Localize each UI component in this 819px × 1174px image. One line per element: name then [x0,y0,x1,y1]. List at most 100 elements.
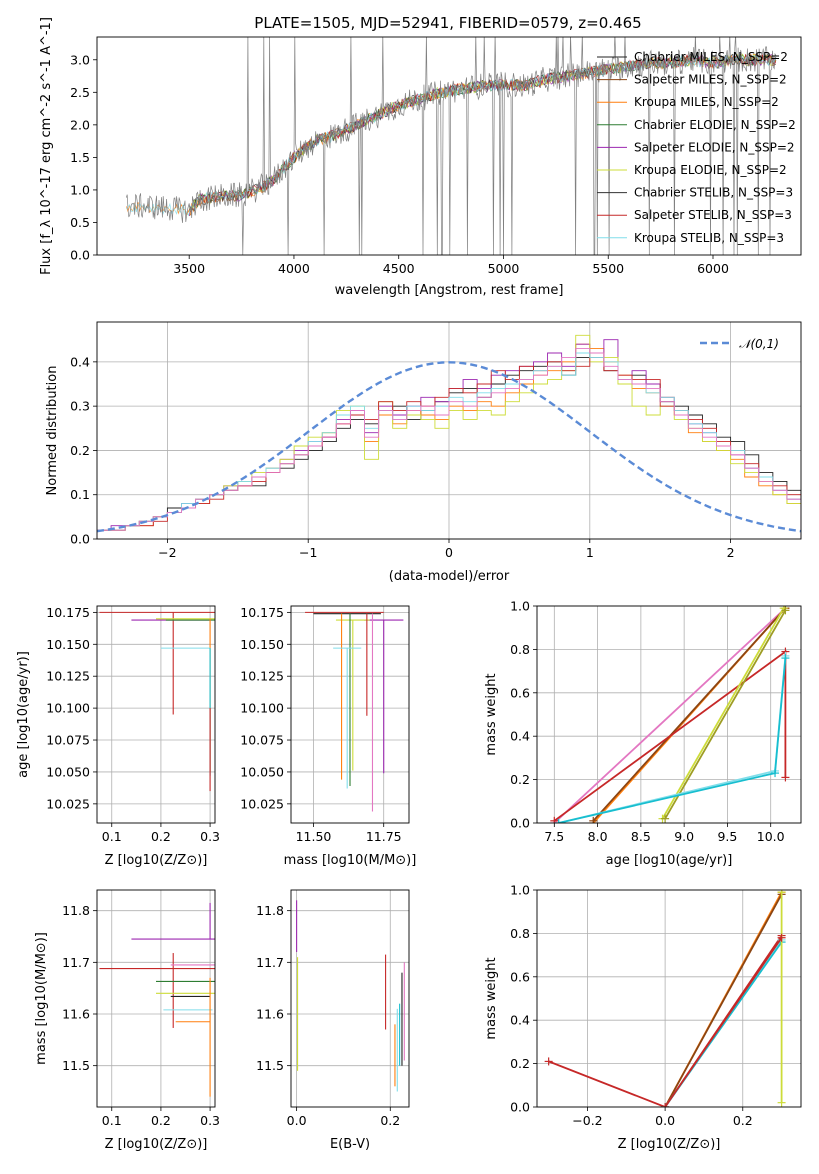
x-axis-label: mass [log10(M/M⊙)] [284,853,417,868]
x-tick-label: 0.0 [287,1113,307,1128]
y-axis-label: mass weight [484,957,499,1039]
x-axis-label: Z [log10(Z/Z⊙)] [105,853,208,868]
x-tick-label: 11.75 [366,829,402,844]
y-tick-label: 10.150 [240,637,284,652]
y-tick-label: 0.2 [510,772,530,787]
x-tick-label: 7.5 [544,829,564,844]
weight-line [661,607,785,820]
legend-entry: Chabrier STELIB, N_SSP=3 [634,186,793,200]
y-tick-label: 1.0 [510,599,530,614]
y-axis-label: Flux [f_λ 10^-17 erg cm^-2 s^-1 A^-1] [39,17,54,275]
legend-entry: Kroupa STELIB, N_SSP=3 [634,231,784,245]
y-tick-label: 0.5 [70,215,90,230]
y-tick-label: 10.075 [46,733,90,748]
y-tick-label: 11.8 [62,903,90,918]
x-tick-label: 0.2 [380,1113,400,1128]
x-tick-label: 11.50 [296,829,332,844]
weight-line [592,607,787,822]
weight-line [558,655,787,823]
y-tick-label: 0.8 [510,926,530,941]
x-axis-label: (data-model)/error [389,569,510,584]
y-axis-label: mass [log10(M/M⊙)] [34,932,49,1065]
y-tick-label: 0.0 [510,1100,530,1115]
x-tick-label: 0.2 [733,1113,753,1128]
y-tick-label: 10.025 [240,796,284,811]
x-axis-label: E(B-V) [330,1137,370,1152]
y-tick-label: 0.1 [70,487,90,502]
x-tick-label: 10.0 [757,829,785,844]
x-tick-label: 0.3 [200,1113,220,1128]
weight-line [664,937,783,1107]
x-tick-label: 8.5 [631,829,651,844]
y-tick-label: 0.6 [510,685,530,700]
weight-lines [544,890,786,1107]
legend-entry: Kroupa MILES, N_SSP=2 [634,95,779,109]
y-tick-label: 0.2 [70,443,90,458]
x-tick-label: 5000 [488,261,520,276]
y-tick-label: 0.2 [510,1056,530,1071]
legend-entry: 𝒩(0,1) [739,337,779,351]
spectrum-lines [125,37,777,255]
legend-entry: Chabrier ELODIE, N_SSP=2 [634,118,796,132]
y-tick-label: 0.8 [510,642,530,657]
x-tick-label: 1 [586,545,594,560]
y-tick-label: 11.6 [62,1007,90,1022]
y-tick-label: 10.100 [46,701,90,716]
mass-vs-ebv-panel: 0.0 0.2 11.5 11.6 11.7 11.8 E(B-V) [256,889,410,1152]
y-tick-label: 0.0 [70,532,90,547]
x-tick-label: −2 [158,545,176,560]
age-vs-mass-panel: 11.50 11.75 10.025 10.050 10.075 10.100 10.125… [240,605,416,868]
x-tick-label: −1 [299,545,317,560]
axes-frame [96,889,216,1108]
x-axis-label: Z [log10(Z/Z⊙)] [105,1137,208,1152]
weight-line [664,893,783,1107]
x-tick-label: 2 [727,545,735,560]
mass-vs-metallicity-panel: 0.1 0.2 0.3 11.5 11.6 11.7 11.8 Z [log10(Z/Z⊙)]… [34,889,220,1152]
y-tick-label: 1.0 [70,182,90,197]
age-vs-metallicity-panel: 0.1 0.2 0.3 10.025 10.050 10.075 10.100 10.125 1… [16,605,220,868]
x-tick-label: 0.1 [102,1113,122,1128]
error-bars [296,900,405,1092]
axes-frame [536,889,802,1108]
legend-entry: Salpeter STELIB, N_SSP=3 [634,208,792,222]
x-tick-label: 6000 [697,261,729,276]
y-tick-label: 10.175 [46,605,90,620]
y-tick-label: 0.3 [70,399,90,414]
y-axis-label: age [log10(age/yr)] [16,651,31,778]
x-tick-label: 9.0 [674,829,694,844]
x-tick-label: 8.0 [588,829,608,844]
x-tick-label: 0.1 [102,829,122,844]
x-tick-label: 0.2 [151,829,171,844]
legend-entry: Chabrier MILES, N_SSP=2 [634,50,788,64]
y-tick-label: 11.5 [256,1058,284,1073]
y-tick-label: 10.025 [46,796,90,811]
figure-title: PLATE=1505, MJD=52941, FIBERID=0579, z=0… [254,14,641,32]
weight-lines [550,606,790,823]
x-tick-label: 4500 [383,261,415,276]
y-tick-label: 10.125 [240,669,284,684]
axes-frame [290,889,410,1108]
observed-spectrum-line [125,37,777,255]
x-tick-label: 0.3 [200,829,220,844]
x-tick-label: 5500 [592,261,624,276]
y-tick-label: 1.0 [510,883,530,898]
x-tick-label: 4000 [278,261,310,276]
residuals-panel: −2 −1 0 1 2 0.0 0.1 0.2 0.3 0.4 𝒩(0,1) (data-model)… [45,321,802,584]
x-tick-label: 0.0 [655,1113,675,1128]
x-tick-label: 0 [445,545,453,560]
error-bars [99,611,215,792]
y-tick-label: 10.050 [46,764,90,779]
y-tick-label: 0.4 [510,729,530,744]
y-tick-label: 10.175 [240,605,284,620]
x-tick-label: 9.5 [717,829,737,844]
x-axis-label: wavelength [Angstrom, rest frame] [335,283,564,298]
legend-entry: Salpeter ELODIE, N_SSP=2 [634,140,795,154]
axes-frame [290,605,410,824]
y-axis-label: Normed distribution [45,366,60,496]
y-tick-label: 0.4 [70,354,90,369]
histogram-series [97,348,801,539]
histograms [97,334,801,539]
y-tick-label: 11.8 [256,903,284,918]
y-tick-label: 0.4 [510,1013,530,1028]
